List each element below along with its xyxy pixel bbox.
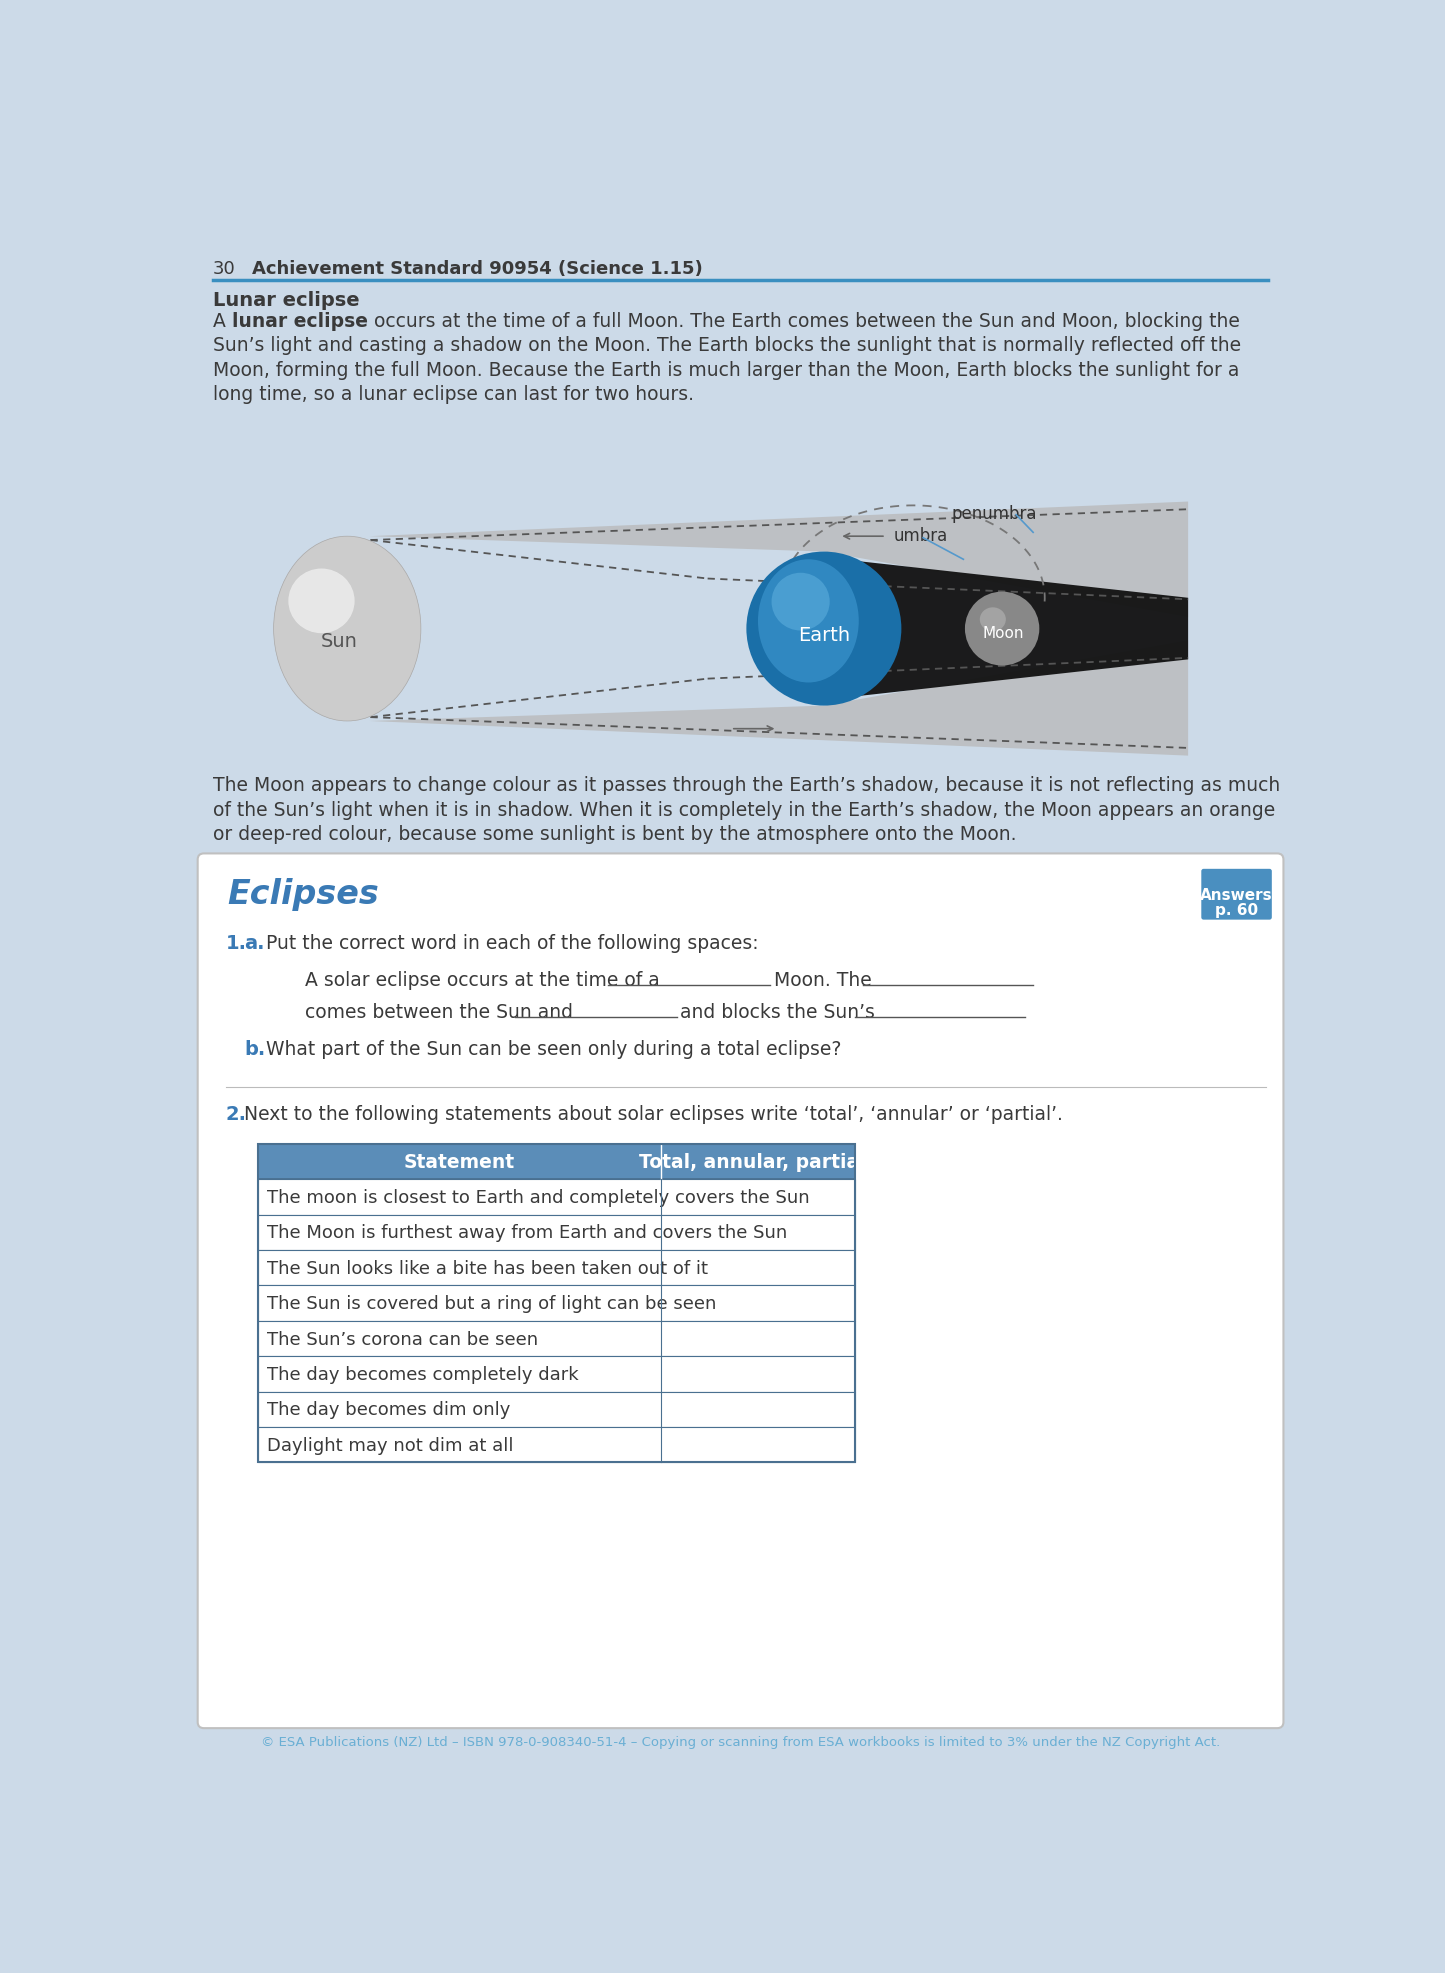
Text: A: A [214, 312, 233, 329]
Text: Answers: Answers [1201, 888, 1273, 902]
Ellipse shape [280, 545, 415, 712]
Text: Earth: Earth [798, 625, 850, 645]
Text: Put the correct word in each of the following spaces:: Put the correct word in each of the foll… [266, 933, 759, 953]
Ellipse shape [321, 596, 374, 663]
Text: occurs at the time of a full Moon. The Earth comes between the Sun and Moon, blo: occurs at the time of a full Moon. The E… [368, 312, 1240, 329]
FancyBboxPatch shape [259, 1180, 855, 1215]
Ellipse shape [341, 621, 354, 637]
Ellipse shape [301, 570, 394, 689]
Text: Total, annular, partial?: Total, annular, partial? [639, 1152, 877, 1172]
Ellipse shape [273, 537, 420, 722]
FancyBboxPatch shape [259, 1357, 855, 1391]
Text: Daylight may not dim at all: Daylight may not dim at all [267, 1436, 514, 1454]
Text: The Sun looks like a bite has been taken out of it: The Sun looks like a bite has been taken… [267, 1259, 708, 1277]
Text: lunar eclipse: lunar eclipse [233, 312, 368, 329]
Text: p. 60: p. 60 [1215, 902, 1259, 917]
Text: 30: 30 [214, 260, 236, 278]
Text: Statement: Statement [405, 1152, 516, 1172]
FancyBboxPatch shape [198, 854, 1283, 1728]
Text: Moon. The: Moon. The [773, 971, 871, 988]
Ellipse shape [288, 554, 407, 704]
FancyBboxPatch shape [259, 1215, 855, 1251]
Ellipse shape [772, 574, 829, 631]
Text: © ESA Publications (NZ) Ltd – ISBN 978-0-908340-51-4 – Copying or scanning from : © ESA Publications (NZ) Ltd – ISBN 978-0… [260, 1734, 1220, 1748]
Text: Achievement Standard 90954 (Science 1.15): Achievement Standard 90954 (Science 1.15… [251, 260, 702, 278]
Ellipse shape [314, 588, 380, 671]
Polygon shape [370, 503, 1188, 618]
Ellipse shape [327, 604, 367, 655]
Ellipse shape [759, 560, 858, 683]
Text: and blocks the Sun’s: and blocks the Sun’s [681, 1002, 876, 1022]
Text: a.: a. [244, 933, 264, 953]
Text: Sun’s light and casting a shadow on the Moon. The Earth blocks the sunlight that: Sun’s light and casting a shadow on the … [214, 335, 1241, 355]
Ellipse shape [289, 570, 354, 633]
Circle shape [747, 552, 902, 706]
Circle shape [965, 592, 1039, 667]
Text: The Sun’s corona can be seen: The Sun’s corona can be seen [267, 1330, 539, 1348]
Text: The day becomes dim only: The day becomes dim only [267, 1401, 510, 1419]
Text: The Moon is furthest away from Earth and covers the Sun: The Moon is furthest away from Earth and… [267, 1223, 788, 1241]
Text: The day becomes completely dark: The day becomes completely dark [267, 1365, 579, 1383]
Text: The Moon appears to change colour as it passes through the Earth’s shadow, becau: The Moon appears to change colour as it … [214, 775, 1280, 795]
FancyBboxPatch shape [259, 1251, 855, 1286]
Text: Eclipses: Eclipses [227, 878, 379, 910]
Ellipse shape [293, 562, 400, 696]
Polygon shape [828, 558, 1188, 700]
Text: long time, so a lunar eclipse can last for two hours.: long time, so a lunar eclipse can last f… [214, 385, 694, 404]
Text: 2.: 2. [225, 1105, 247, 1123]
Text: Next to the following statements about solar eclipses write ‘total’, ‘annular’ o: Next to the following statements about s… [244, 1105, 1064, 1123]
Polygon shape [370, 641, 1188, 756]
Text: or deep-red colour, because some sunlight is bent by the atmosphere onto the Moo: or deep-red colour, because some sunligh… [214, 825, 1017, 844]
FancyBboxPatch shape [259, 1144, 855, 1180]
Ellipse shape [308, 578, 387, 679]
FancyBboxPatch shape [259, 1322, 855, 1357]
Ellipse shape [980, 608, 1006, 631]
Ellipse shape [273, 537, 420, 722]
Text: Moon: Moon [983, 625, 1025, 641]
Ellipse shape [334, 612, 361, 645]
FancyBboxPatch shape [259, 1286, 855, 1322]
Text: comes between the Sun and: comes between the Sun and [305, 1002, 572, 1022]
Text: The Sun is covered but a ring of light can be seen: The Sun is covered but a ring of light c… [267, 1294, 717, 1312]
Text: umbra: umbra [893, 527, 948, 545]
Text: 1.: 1. [225, 933, 247, 953]
Text: Moon, forming the full Moon. Because the Earth is much larger than the Moon, Ear: Moon, forming the full Moon. Because the… [214, 361, 1240, 379]
FancyBboxPatch shape [1201, 870, 1272, 919]
FancyBboxPatch shape [259, 1391, 855, 1426]
Text: The moon is closest to Earth and completely covers the Sun: The moon is closest to Earth and complet… [267, 1188, 811, 1206]
FancyBboxPatch shape [259, 1426, 855, 1462]
Text: of the Sun’s light when it is in shadow. When it is completely in the Earth’s sh: of the Sun’s light when it is in shadow.… [214, 801, 1276, 819]
Text: Lunar eclipse: Lunar eclipse [214, 290, 360, 310]
Text: What part of the Sun can be seen only during a total eclipse?: What part of the Sun can be seen only du… [266, 1040, 841, 1058]
Text: b.: b. [244, 1040, 266, 1058]
Text: Sun: Sun [321, 631, 358, 651]
Text: penumbra: penumbra [952, 505, 1038, 523]
Text: A solar eclipse occurs at the time of a: A solar eclipse occurs at the time of a [305, 971, 659, 988]
